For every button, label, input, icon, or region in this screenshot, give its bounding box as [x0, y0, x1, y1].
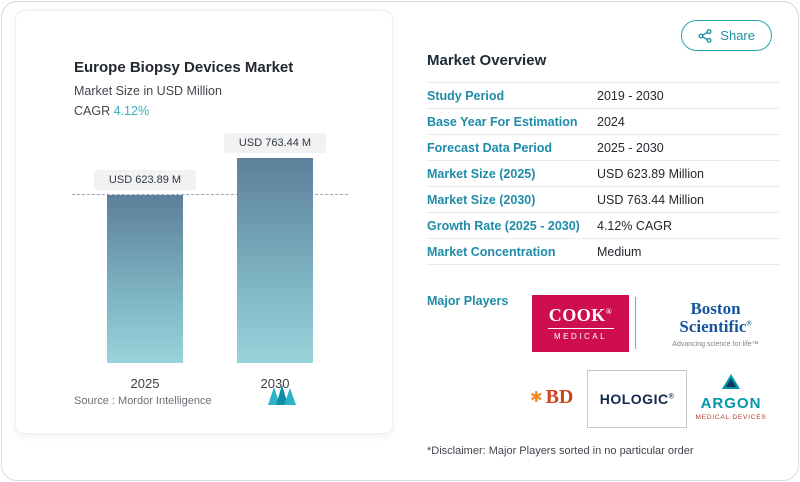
chart-cagr: CAGR 4.12% — [74, 104, 149, 118]
table-row: Market Size (2025) USD 623.89 Million — [427, 161, 780, 187]
row-value: 2024 — [597, 114, 625, 129]
row-label: Market Size (2030) — [427, 192, 536, 207]
table-row: Market Size (2030) USD 763.44 Million — [427, 187, 780, 213]
bars-row: USD 623.89 M 2025 USD 763.44 M 2030 — [94, 131, 326, 391]
bar-group-2025: USD 623.89 M 2025 — [94, 170, 196, 391]
row-label: Market Size (2025) — [427, 166, 536, 181]
bd-name: BD — [545, 386, 574, 408]
overview-title: Market Overview — [427, 52, 547, 69]
bar-chart: USD 623.89 M 2025 USD 763.44 M 2030 — [72, 131, 348, 391]
hologic-reg-mark: ® — [668, 393, 675, 401]
table-row: Growth Rate (2025 - 2030) 4.12% CAGR — [427, 213, 780, 239]
bar — [107, 195, 183, 363]
bar-value-label: USD 763.44 M — [224, 133, 326, 153]
logo-divider — [635, 297, 636, 349]
row-label: Base Year For Estimation — [427, 114, 578, 129]
argon-name: ARGON — [700, 395, 762, 412]
hologic-logo: HOLOGIC® — [587, 370, 687, 428]
row-value: 2019 - 2030 — [597, 88, 664, 103]
row-label: Growth Rate (2025 - 2030) — [427, 218, 580, 233]
x-tick-label: 2025 — [130, 376, 160, 391]
cook-divider — [547, 328, 614, 329]
cagr-value: 4.12% — [113, 104, 150, 118]
boston-line2: Scientific — [679, 316, 747, 336]
source-label: Source : — [74, 395, 115, 407]
share-label: Share — [720, 28, 755, 43]
chart-title: Europe Biopsy Devices Market — [74, 59, 294, 76]
cook-sub-label: MEDICAL — [553, 332, 608, 341]
share-button[interactable]: Share — [681, 20, 772, 51]
chart-subtitle: Market Size in USD Million — [74, 84, 222, 98]
mordor-intelligence-logo — [268, 385, 296, 410]
row-label: Forecast Data Period — [427, 140, 553, 155]
row-label: Market Concentration — [427, 244, 556, 259]
bar-group-2030: USD 763.44 M 2030 — [224, 133, 326, 391]
overview-table: Study Period 2019 - 2030 Base Year For E… — [427, 82, 780, 265]
row-value: Medium — [597, 244, 642, 259]
major-players-label: Major Players — [427, 294, 509, 308]
table-row: Forecast Data Period 2025 - 2030 — [427, 135, 780, 161]
share-icon — [698, 28, 712, 43]
argon-triangle-icon — [722, 374, 740, 394]
bar — [237, 158, 313, 363]
argon-logo: ARGON MEDICAL DEVICES — [692, 374, 770, 421]
cook-medical-logo: COOK® MEDICAL — [532, 295, 629, 352]
cook-reg-mark: ® — [605, 307, 613, 316]
boston-reg-mark: ® — [746, 319, 752, 328]
row-value: USD 763.44 Million — [597, 192, 704, 207]
reference-line — [72, 194, 348, 195]
cagr-label: CAGR — [74, 104, 111, 118]
bd-flower-icon: ✱ — [530, 388, 543, 406]
row-value: USD 623.89 Million — [597, 166, 704, 181]
cook-name: COOK — [548, 305, 606, 325]
row-label: Study Period — [427, 88, 505, 103]
boston-scientific-logo: Boston Scientific® Advancing science for… — [647, 300, 784, 348]
disclaimer-text: *Disclaimer: Major Players sorted in no … — [427, 445, 694, 457]
major-players-logos: COOK® MEDICAL Boston Scientific® Advanci… — [427, 284, 782, 436]
hologic-name: HOLOGIC — [599, 391, 669, 407]
row-value: 2025 - 2030 — [597, 140, 664, 155]
argon-sub-label: MEDICAL DEVICES — [695, 413, 767, 421]
source-note: Source : Mordor Intelligence — [74, 395, 212, 407]
boston-line1: Boston — [690, 299, 741, 318]
bar-value-label: USD 623.89 M — [94, 170, 196, 190]
chart-card: Europe Biopsy Devices Market Market Size… — [15, 10, 393, 434]
row-value: 4.12% CAGR — [597, 218, 673, 233]
table-row: Base Year For Estimation 2024 — [427, 109, 780, 135]
table-row: Market Concentration Medium — [427, 239, 780, 265]
bd-logo: ✱ BD — [530, 387, 573, 407]
table-row: Study Period 2019 - 2030 — [427, 83, 780, 109]
source-name: Mordor Intelligence — [118, 395, 212, 407]
boston-tagline: Advancing science for life™ — [672, 340, 759, 348]
